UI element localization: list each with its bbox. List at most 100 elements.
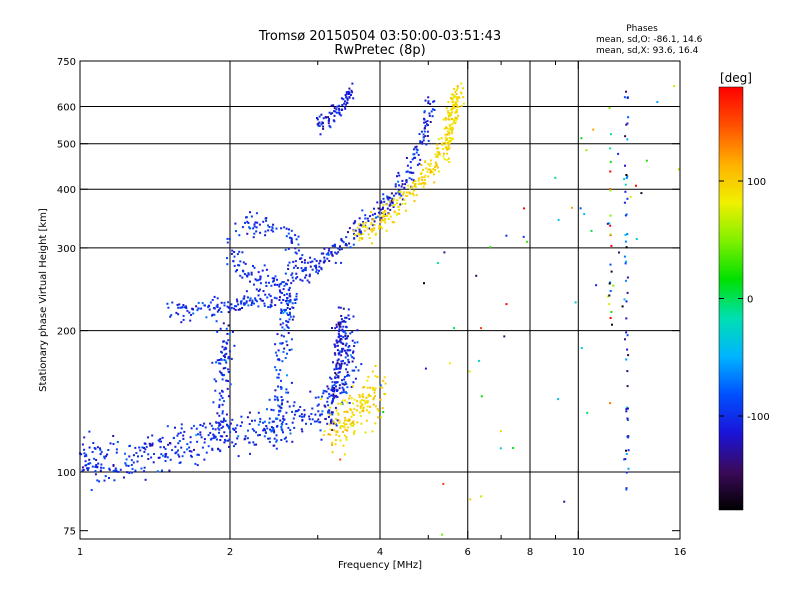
data-point: [351, 360, 354, 363]
data-point: [396, 199, 399, 202]
data-point: [414, 146, 417, 149]
data-point: [412, 179, 415, 182]
data-point: [247, 222, 250, 224]
data-point: [246, 296, 249, 299]
data-point: [334, 439, 337, 442]
data-point: [372, 217, 375, 220]
data-point: [609, 133, 612, 136]
data-point: [153, 453, 155, 455]
data-point: [255, 288, 258, 291]
data-point: [317, 418, 320, 421]
data-point: [480, 495, 483, 498]
data-point: [338, 435, 341, 438]
data-point: [273, 283, 276, 286]
data-point: [423, 130, 426, 133]
data-point: [278, 405, 281, 408]
data-point: [189, 436, 192, 439]
data-point: [381, 208, 384, 210]
data-point: [208, 308, 211, 311]
data-point: [286, 352, 288, 355]
data-point: [345, 326, 348, 329]
data-point: [303, 413, 306, 416]
data-point: [390, 192, 393, 195]
data-point: [452, 121, 455, 124]
data-point: [417, 183, 420, 186]
data-point: [237, 303, 240, 306]
data-point: [389, 203, 392, 206]
data-point: [242, 261, 245, 264]
data-point: [245, 301, 248, 304]
data-point: [624, 458, 627, 460]
data-point: [315, 264, 317, 267]
data-point: [286, 326, 289, 329]
data-point: [98, 480, 101, 483]
data-point: [344, 316, 347, 319]
data-point: [374, 405, 377, 408]
data-point: [270, 229, 273, 232]
data-point: [437, 138, 440, 141]
data-point: [250, 304, 253, 306]
data-point: [280, 292, 283, 295]
data-point: [371, 213, 374, 216]
data-point: [265, 268, 268, 271]
data-point: [389, 196, 392, 199]
data-point: [294, 264, 297, 267]
data-point: [353, 345, 356, 347]
data-point: [341, 379, 343, 382]
data-point: [275, 227, 278, 230]
data-point: [364, 214, 367, 217]
data-point: [301, 418, 304, 421]
data-point: [388, 200, 391, 203]
data-point: [177, 306, 180, 309]
data-point: [183, 430, 186, 433]
data-point: [351, 369, 354, 372]
data-point: [436, 262, 439, 264]
data-point: [99, 448, 102, 451]
data-point: [225, 352, 228, 355]
data-point: [343, 375, 346, 378]
data-point: [460, 105, 463, 108]
data-point: [320, 438, 323, 441]
data-point: [625, 300, 628, 303]
data-point: [405, 181, 408, 184]
data-point: [151, 442, 154, 445]
data-point: [271, 277, 274, 280]
data-point: [341, 104, 344, 106]
data-point: [248, 441, 251, 444]
data-point: [251, 300, 254, 303]
data-point: [287, 332, 290, 334]
data-point: [297, 249, 300, 252]
data-point: [203, 438, 206, 441]
data-point: [279, 296, 281, 299]
data-point: [627, 436, 630, 439]
data-point: [279, 419, 282, 422]
data-point: [580, 347, 583, 350]
data-point: [258, 223, 261, 226]
data-point: [305, 422, 307, 425]
data-point: [163, 446, 165, 449]
data-point: [344, 344, 347, 347]
data-point: [334, 261, 337, 264]
data-point: [340, 248, 343, 251]
data-point: [144, 478, 147, 481]
data-point: [383, 200, 386, 203]
data-point: [327, 122, 330, 125]
data-point: [322, 122, 324, 125]
data-point: [332, 429, 335, 432]
data-point: [222, 425, 225, 428]
data-point: [211, 314, 213, 317]
data-point: [227, 356, 230, 358]
data-point: [285, 423, 288, 425]
data-point: [282, 415, 285, 418]
data-point: [288, 261, 291, 264]
data-point: [346, 419, 349, 422]
data-point: [337, 413, 340, 416]
data-point: [277, 373, 280, 376]
data-point: [345, 436, 348, 439]
data-point: [323, 260, 326, 263]
data-point: [405, 157, 408, 159]
data-point: [228, 438, 231, 441]
data-point: [423, 182, 426, 185]
data-point: [412, 194, 415, 197]
data-point: [447, 101, 450, 103]
